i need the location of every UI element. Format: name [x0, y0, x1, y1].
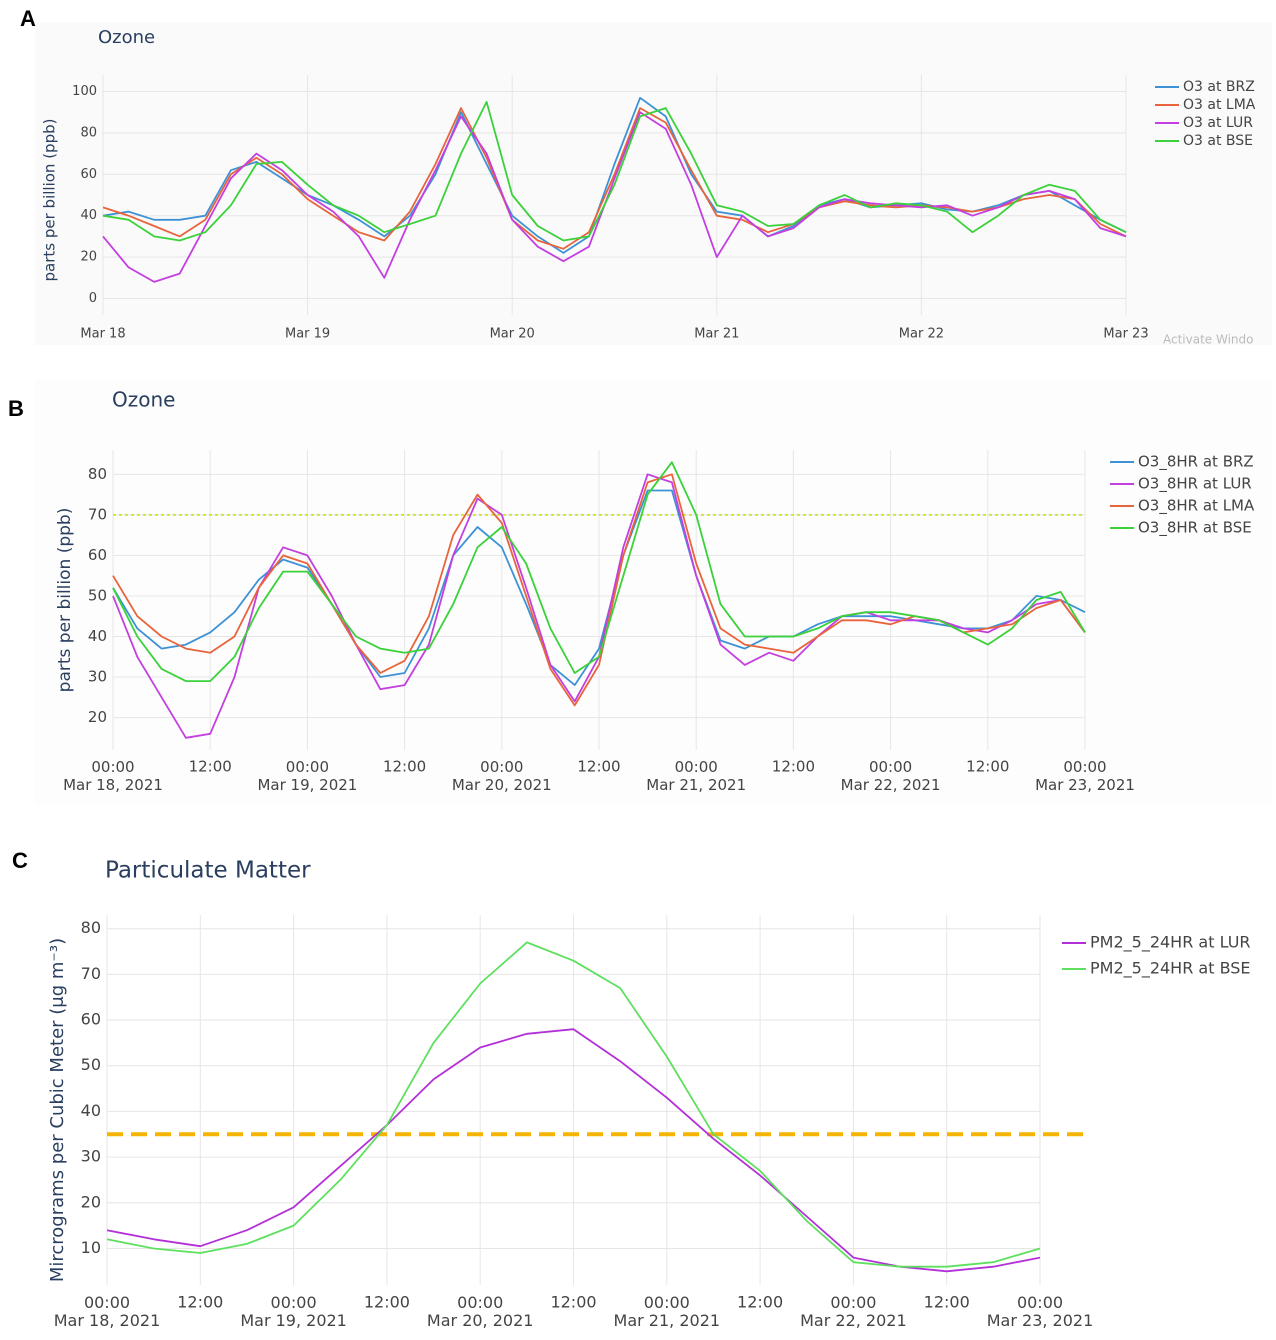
watermark: Activate Windo [1163, 333, 1254, 347]
legend-label: O3 at LMA [1183, 97, 1256, 113]
y-axis-label: parts per billion (ppb) [41, 119, 59, 282]
panel-label: A [20, 6, 36, 31]
x-tick-label: 12:00 [383, 758, 426, 776]
y-tick-label: 20 [88, 708, 107, 726]
series-line [106, 941, 1041, 1268]
y-tick-label: 80 [80, 125, 97, 140]
series-line [112, 461, 1086, 682]
x-tick-label: Mar 19 [285, 327, 330, 342]
y-tick-label: 20 [80, 250, 97, 265]
legend-label: O3_8HR at LUR [1138, 475, 1252, 494]
y-tick-label: 50 [88, 586, 107, 604]
panel-label: C [12, 848, 28, 873]
y-tick-label: 80 [81, 918, 101, 937]
x-tick-label: 00:00 Mar 20, 2021 [427, 1293, 534, 1330]
series-line [102, 101, 1127, 242]
x-tick-label: Mar 18 [80, 327, 125, 342]
x-tick-label: 12:00 [577, 758, 620, 776]
x-tick-label: Mar 21 [694, 327, 739, 342]
x-tick-label: 12:00 [737, 1293, 783, 1312]
y-tick-label: 40 [88, 627, 107, 645]
y-tick-label: 30 [81, 1147, 101, 1166]
x-tick-label: 00:00 Mar 18, 2021 [54, 1293, 161, 1330]
panel-background [35, 380, 1272, 805]
x-tick-label: 00:00 Mar 23, 2021 [987, 1293, 1094, 1330]
legend-label: O3_8HR at LMA [1138, 497, 1255, 516]
x-tick-label: 00:00 Mar 19, 2021 [240, 1293, 347, 1330]
y-tick-label: 70 [81, 964, 101, 983]
series-line [102, 96, 1127, 254]
y-tick-label: 70 [88, 505, 107, 523]
x-tick-label: 00:00 Mar 21, 2021 [646, 758, 746, 794]
y-tick-label: 60 [80, 167, 97, 182]
legend-label: O3_8HR at BRZ [1138, 453, 1254, 472]
panel-background [35, 22, 1272, 345]
x-tick-label: 12:00 [189, 758, 232, 776]
y-tick-label: 30 [88, 668, 107, 686]
x-tick-label: 00:00 Mar 22, 2021 [800, 1293, 907, 1330]
chart-title: Ozone [98, 27, 155, 48]
x-tick-label: 00:00 Mar 20, 2021 [452, 758, 552, 794]
legend-label: PM2_5_24HR at LUR [1090, 933, 1251, 953]
legend-label: O3 at LUR [1183, 115, 1253, 131]
x-tick-label: 12:00 [966, 758, 1009, 776]
y-tick-label: 100 [72, 84, 97, 99]
panel-label: B [8, 396, 24, 421]
x-tick-label: 00:00 Mar 22, 2021 [841, 758, 941, 794]
x-tick-label: Mar 22 [899, 327, 944, 342]
legend-label: O3 at BRZ [1183, 79, 1255, 95]
y-tick-label: 10 [81, 1238, 101, 1257]
x-tick-label: 12:00 [772, 758, 815, 776]
y-tick-label: 0 [89, 291, 97, 306]
y-tick-label: 40 [81, 1101, 101, 1120]
legend-label: O3 at BSE [1183, 133, 1253, 149]
y-tick-label: 60 [81, 1010, 101, 1029]
legend-label: O3_8HR at BSE [1138, 519, 1252, 538]
x-tick-label: 12:00 [550, 1293, 596, 1312]
x-tick-label: 00:00 Mar 18, 2021 [63, 758, 163, 794]
x-tick-label: Mar 20 [490, 327, 535, 342]
y-tick-label: 20 [81, 1192, 101, 1211]
y-axis-label: parts per billion (ppb) [55, 508, 75, 693]
chart-title: Ozone [112, 388, 175, 412]
chart-title: Particulate Matter [105, 858, 311, 884]
y-tick-label: 40 [80, 208, 97, 223]
x-tick-label: 00:00 Mar 21, 2021 [614, 1293, 721, 1330]
legend-label: PM2_5_24HR at BSE [1090, 959, 1251, 979]
x-tick-label: 00:00 Mar 19, 2021 [257, 758, 357, 794]
x-tick-label: 12:00 [364, 1293, 410, 1312]
y-tick-label: 60 [88, 546, 107, 564]
y-axis-label: Mircrograms per Cubic Meter (μg m⁻³) [47, 938, 68, 1282]
y-tick-label: 50 [81, 1055, 101, 1074]
y-tick-label: 80 [88, 465, 107, 483]
x-tick-label: 12:00 [177, 1293, 223, 1312]
x-tick-label: 12:00 [924, 1293, 970, 1312]
series-line [102, 111, 1127, 283]
x-tick-label: Mar 23 [1103, 327, 1148, 342]
series-line [106, 1028, 1041, 1273]
x-tick-label: 00:00 Mar 23, 2021 [1035, 758, 1135, 794]
